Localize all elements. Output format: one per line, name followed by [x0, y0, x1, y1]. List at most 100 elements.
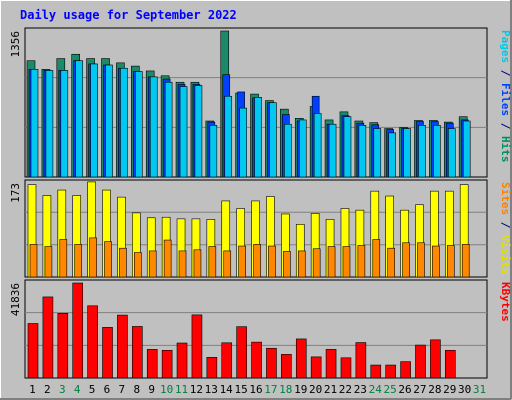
bar-pages	[447, 128, 456, 178]
bar-pages	[373, 128, 382, 178]
bar-sites	[104, 241, 112, 278]
bar-pages	[418, 125, 426, 178]
bar-kbytes	[221, 342, 233, 379]
bar-kbytes	[415, 344, 426, 379]
bar-pages	[239, 107, 247, 178]
legend-part: Sites	[499, 182, 512, 215]
series-legend-label: Sites / Visits	[499, 182, 512, 275]
bar-kbytes	[444, 349, 456, 379]
x-tick-label: 28	[428, 383, 441, 396]
bar-kbytes	[400, 361, 411, 379]
bar-sites	[59, 239, 68, 278]
legend-part: KBytes	[499, 282, 512, 322]
bar-pages	[149, 76, 158, 178]
bar-kbytes	[132, 326, 143, 379]
bar-kbytes	[236, 326, 247, 379]
bar-pages	[75, 60, 84, 178]
bar-sites	[312, 248, 321, 278]
x-tick-label: 25	[384, 383, 397, 396]
bar-pages	[358, 125, 367, 178]
x-tick-label: 22	[339, 383, 352, 396]
x-tick-label: 10	[160, 383, 173, 396]
x-tick-label: 2	[44, 383, 51, 396]
x-tick-label: 15	[234, 383, 247, 396]
bar-sites	[29, 244, 38, 278]
bar-sites	[446, 245, 455, 278]
bar-kbytes	[281, 354, 292, 379]
bars-hits-files-pages	[26, 30, 471, 178]
x-tick-label: 14	[220, 383, 234, 396]
bar-pages	[209, 125, 218, 178]
legend-part: Pages	[499, 30, 512, 63]
bar-pages	[45, 70, 54, 178]
x-tick-label: 27	[413, 383, 426, 396]
x-tick-label: 4	[74, 383, 81, 396]
x-tick-label: 20	[309, 383, 322, 396]
bar-sites	[74, 244, 83, 278]
bar-pages	[298, 119, 307, 178]
bar-sites	[461, 244, 470, 278]
bar-sites	[327, 246, 336, 278]
bar-sites	[268, 245, 276, 278]
bar-pages	[462, 120, 471, 178]
bar-kbytes	[310, 356, 322, 379]
bar-sites	[238, 245, 246, 278]
x-tick-label: 5	[89, 383, 96, 396]
x-tick-label: 6	[104, 383, 111, 396]
bar-sites	[89, 237, 97, 278]
bar-pages	[90, 63, 98, 178]
bar-pages	[269, 102, 277, 178]
bar-kbytes	[27, 323, 39, 379]
x-tick-label: 8	[133, 383, 140, 396]
bar-kbytes	[87, 305, 98, 379]
bar-sites	[208, 246, 217, 278]
legend-part: Hits	[499, 136, 512, 163]
bar-kbytes	[176, 342, 188, 379]
bar-kbytes	[72, 282, 84, 379]
bar-pages	[194, 85, 203, 178]
bar-sites	[417, 242, 425, 278]
bar-pages	[284, 123, 292, 178]
series-legend-label: KBytes	[499, 282, 512, 322]
bar-pages	[135, 71, 143, 178]
legend-part: Files	[499, 83, 512, 116]
chart-title: Daily usage for September 2022	[20, 8, 237, 22]
x-tick-label: 9	[148, 383, 155, 396]
legend-part: /	[499, 215, 512, 235]
bars-kbytes	[27, 282, 456, 379]
bar-pages	[164, 81, 173, 178]
x-tick-label: 31	[473, 383, 486, 396]
bars-visits-sites	[27, 181, 470, 278]
bar-kbytes	[370, 364, 382, 379]
x-tick-label: 1	[29, 383, 36, 396]
bar-pages	[313, 113, 322, 178]
legend-part: /	[499, 63, 512, 83]
bar-sites	[134, 252, 142, 278]
bar-kbytes	[57, 312, 69, 379]
x-tick-label: 17	[264, 383, 277, 396]
legend-part: /	[499, 116, 512, 136]
x-tick-label: 7	[119, 383, 126, 396]
bar-pages	[388, 132, 396, 178]
bar-pages	[179, 86, 188, 178]
x-tick-label: 12	[190, 383, 203, 396]
x-axis-labels: 1 2 3 4 5 6 7 8 9 10 11 12 13 14 15 16 17 18 19 20 21 22 23 24 2…	[29, 383, 486, 396]
y-max-label: 41836	[9, 283, 22, 316]
y-max-label: 1356	[9, 31, 22, 58]
bar-sites	[119, 247, 127, 278]
bar-sites	[223, 250, 232, 278]
bar-pages	[224, 95, 233, 178]
x-tick-label: 19	[294, 383, 307, 396]
bar-kbytes	[325, 349, 337, 379]
bar-pages	[328, 123, 337, 178]
bar-pages	[254, 97, 262, 178]
bar-kbytes	[266, 347, 277, 379]
x-tick-label: 21	[324, 383, 337, 396]
bar-pages	[403, 128, 411, 178]
panel-hits-files-pages: 1356 Pages / Files / Hits	[9, 27, 512, 178]
x-tick-label: 13	[205, 383, 218, 396]
bar-sites	[297, 250, 306, 278]
x-tick-label: 3	[59, 383, 66, 396]
bar-kbytes	[102, 327, 113, 379]
